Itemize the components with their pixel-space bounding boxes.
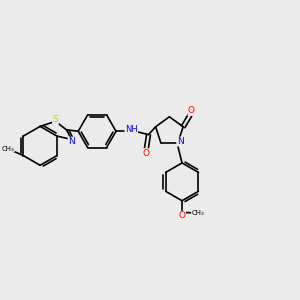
Text: S: S	[52, 116, 58, 124]
Text: NH: NH	[125, 125, 138, 134]
Text: N: N	[68, 137, 75, 146]
Text: CH₃: CH₃	[2, 146, 14, 152]
Text: CH₃: CH₃	[191, 210, 204, 216]
Text: O: O	[188, 106, 195, 116]
Text: N: N	[177, 137, 184, 146]
Text: O: O	[143, 149, 150, 158]
Text: O: O	[178, 211, 185, 220]
